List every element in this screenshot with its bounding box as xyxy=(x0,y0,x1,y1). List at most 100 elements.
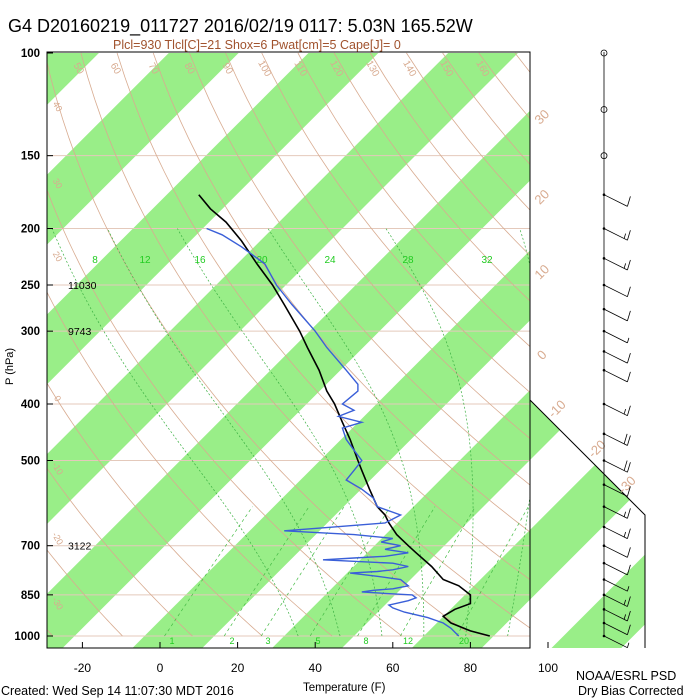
footer-note: Dry Bias Corrected xyxy=(578,684,684,698)
moist-adiabat xyxy=(267,228,425,637)
mixing-ratio-line xyxy=(456,506,529,637)
barb-shaft xyxy=(603,635,628,649)
mixing-ratio-label: 8 xyxy=(92,255,98,266)
dry-adiabat xyxy=(297,52,530,348)
dry-adiabat xyxy=(333,52,530,302)
theta-left-label: 30 xyxy=(51,177,65,191)
isotherm-band xyxy=(47,110,530,648)
temperature-profile xyxy=(198,194,491,637)
mixing-ratio-bottom-label: 3 xyxy=(265,636,270,646)
barb-shaft xyxy=(603,433,628,446)
theta-label: 100 xyxy=(255,59,273,79)
mixing-ratio-line xyxy=(223,506,310,637)
isotherm-label: 30 xyxy=(531,106,552,127)
barb-feather xyxy=(627,371,631,383)
y-tick-label: 250 xyxy=(21,280,40,292)
barb-feather xyxy=(627,508,631,519)
isotherm-band xyxy=(47,53,239,245)
moist-adiabat xyxy=(51,228,299,637)
barb-shaft xyxy=(603,579,628,592)
barb-feather xyxy=(627,196,631,207)
isotherm-label: -20 xyxy=(585,437,609,461)
dry-adiabat xyxy=(47,467,193,637)
height-label: 9743 xyxy=(68,326,92,338)
barb-shaft xyxy=(603,284,628,298)
mixing-ratio-bottom-label: 2 xyxy=(229,636,234,646)
theta-label: 90 xyxy=(220,61,235,77)
mixing-ratio-line xyxy=(357,506,436,637)
barb-shaft xyxy=(603,403,628,417)
dry-adiabat xyxy=(261,52,530,393)
barb-shaft xyxy=(603,330,628,344)
mixing-ratio-line xyxy=(309,506,391,637)
mixing-ratio-label: 32 xyxy=(481,255,493,266)
moist-adiabat xyxy=(507,228,530,637)
isotherm-band xyxy=(691,53,700,648)
theta-label: 130 xyxy=(363,59,381,79)
wind-panel-outline xyxy=(529,399,646,648)
barb-feather xyxy=(627,586,630,592)
y-tick-label: 200 xyxy=(21,224,40,236)
theta-label: 140 xyxy=(400,59,418,79)
isotherm-label: -10 xyxy=(545,397,569,421)
barb-feather xyxy=(627,564,631,575)
barb-feather xyxy=(623,263,627,269)
barb-feather xyxy=(627,596,631,607)
y-tick-label: 1000 xyxy=(14,631,40,643)
barb-feather xyxy=(623,531,627,538)
barb-feather xyxy=(623,599,627,606)
dry-adiabat xyxy=(225,52,530,439)
plot-frame xyxy=(46,51,531,649)
barb-shaft xyxy=(603,545,628,558)
dry-adiabat xyxy=(47,291,333,637)
barb-feather xyxy=(627,353,631,364)
isotherm-band xyxy=(411,529,530,648)
barb-feather xyxy=(627,259,631,271)
height-label: 3122 xyxy=(68,541,92,553)
isotherm-label: 20 xyxy=(531,186,552,207)
dry-adiabat xyxy=(116,52,530,581)
y-tick-label: 300 xyxy=(21,326,40,338)
moist-adiabat xyxy=(177,228,383,637)
calm-circle xyxy=(600,106,608,113)
isotherm-band xyxy=(132,250,530,648)
barb-feather xyxy=(627,337,630,343)
barb-feather xyxy=(627,462,631,473)
calm-circle xyxy=(600,152,608,160)
x-tick-label: 60 xyxy=(386,661,400,675)
footer-source: NOAA/ESRL PSD xyxy=(576,669,676,683)
y-tick-label: 100 xyxy=(21,48,40,60)
barb-shaft xyxy=(603,506,628,519)
barb-shaft xyxy=(603,594,628,607)
barb-feather xyxy=(627,486,631,497)
mixing-ratio-label: 20 xyxy=(256,255,268,266)
isotherm-band xyxy=(47,53,518,524)
footer-created: Created: Wed Sep 14 11:07:30 MDT 2016 xyxy=(1,684,234,698)
x-tick-label: 80 xyxy=(464,661,478,675)
theta-left-label: -20 xyxy=(50,530,65,546)
barb-shaft xyxy=(603,228,628,241)
x-tick-label: -20 xyxy=(74,661,92,675)
isotherm-band xyxy=(272,390,530,648)
height-label: 11030 xyxy=(68,280,97,292)
mixing-ratio-bottom-label: 12 xyxy=(403,636,413,646)
isotherm-band xyxy=(47,53,99,105)
barb-feather xyxy=(627,310,631,321)
theta-label: 70 xyxy=(146,61,161,77)
theta-label: 80 xyxy=(182,61,197,77)
mixing-ratio-bottom-label: 5 xyxy=(315,636,320,646)
x-axis-label: Temperature (F) xyxy=(303,682,386,694)
barb-shaft xyxy=(603,351,628,364)
calm-circle xyxy=(600,49,608,57)
dry-adiabat xyxy=(152,52,530,533)
barb-feather xyxy=(623,614,627,620)
theta-left-label: 0 xyxy=(52,394,63,403)
mixing-ratio-bottom-label: 8 xyxy=(363,636,368,646)
isotherm-band xyxy=(47,53,379,385)
theta-label: 50 xyxy=(71,61,86,77)
barb-shaft xyxy=(603,369,628,383)
y-tick-label: 400 xyxy=(21,399,40,411)
barb-feather xyxy=(627,624,631,635)
wind-panel-band xyxy=(691,53,700,648)
y-tick-label: 700 xyxy=(21,541,40,553)
